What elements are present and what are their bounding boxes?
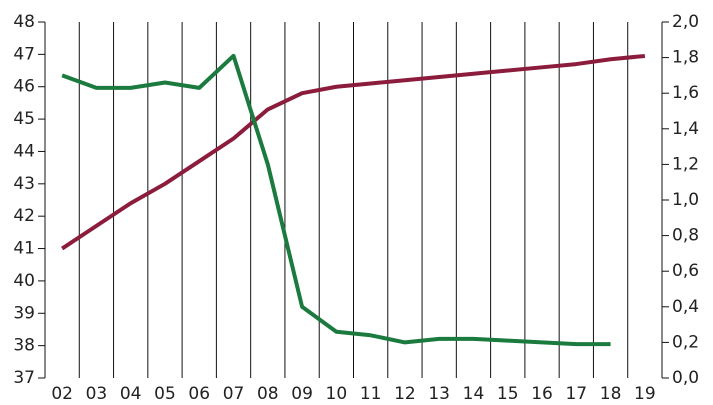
y-tick-label: 43 <box>13 174 35 194</box>
y-tick-label: 47 <box>13 44 35 64</box>
x-tick-label: 06 <box>188 384 210 404</box>
y2-tick-label: 0,0 <box>672 368 699 388</box>
x-tick-label: 14 <box>463 384 485 404</box>
y2-tick-label: 1,0 <box>672 190 699 210</box>
y2-tick-label: 1,6 <box>672 83 699 103</box>
x-tick-label: 15 <box>497 384 519 404</box>
x-tick-label: 11 <box>360 384 382 404</box>
x-tick-label: 13 <box>428 384 450 404</box>
x-tick-label: 18 <box>600 384 622 404</box>
y-tick-label: 46 <box>13 77 35 97</box>
x-tick-label: 04 <box>120 384 142 404</box>
y-tick-label: 37 <box>13 368 35 388</box>
x-tick-label: 09 <box>291 384 313 404</box>
x-tick-label: 05 <box>154 384 176 404</box>
x-tick-label: 17 <box>565 384 587 404</box>
x-tick-label: 10 <box>326 384 348 404</box>
y2-tick-label: 1,4 <box>672 119 699 139</box>
x-tick-label: 12 <box>394 384 416 404</box>
y-tick-label: 40 <box>13 271 35 291</box>
y-tick-label: 42 <box>13 206 35 226</box>
series-line <box>61 53 646 251</box>
y-tick-label: 38 <box>13 336 35 356</box>
y2-tick-label: 2,0 <box>672 12 699 32</box>
x-tick-label: 16 <box>531 384 553 404</box>
y-tick-label: 45 <box>13 109 35 129</box>
y2-tick-label: 0,8 <box>672 226 699 246</box>
y-tick-label: 44 <box>13 141 35 161</box>
y2-tick-label: 0,4 <box>672 297 699 317</box>
y2-tick-label: 1,2 <box>672 154 699 174</box>
x-tick-label: 08 <box>257 384 279 404</box>
x-tick-label: 03 <box>86 384 108 404</box>
y-tick-label: 39 <box>13 303 35 323</box>
y-tick-label: 48 <box>13 12 35 32</box>
series-line <box>61 53 611 347</box>
y2-tick-label: 1,8 <box>672 48 699 68</box>
y2-tick-label: 0,6 <box>672 261 699 281</box>
x-tick-label: 19 <box>634 384 656 404</box>
y2-tick-label: 0,2 <box>672 332 699 352</box>
x-tick-label: 02 <box>51 384 73 404</box>
x-tick-label: 07 <box>223 384 245 404</box>
y-tick-label: 41 <box>13 239 35 259</box>
